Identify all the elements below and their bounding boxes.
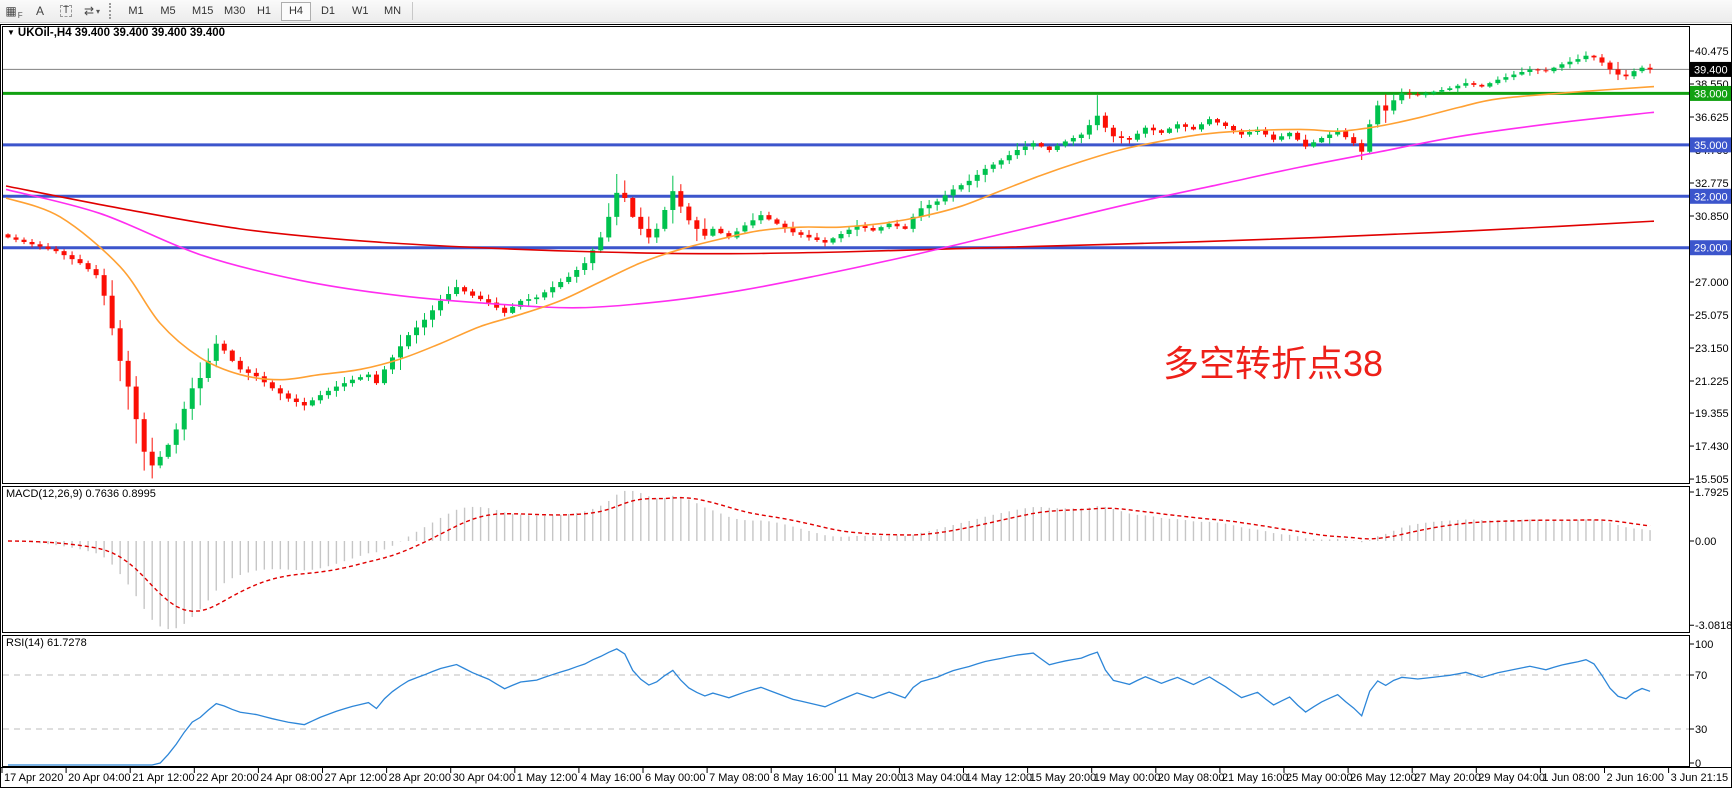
- svg-text:2 Jun 16:00: 2 Jun 16:00: [1607, 772, 1665, 784]
- timeframe-d1-button[interactable]: D1: [313, 2, 343, 21]
- insert-text-button[interactable]: A: [28, 2, 52, 21]
- drawing-tools-button[interactable]: ⇄ ▾: [80, 2, 104, 21]
- svg-text:40.475: 40.475: [1695, 46, 1729, 58]
- text-label-button[interactable]: T: [54, 2, 78, 21]
- svg-text:30.850: 30.850: [1695, 211, 1729, 223]
- svg-text:25.075: 25.075: [1695, 310, 1729, 322]
- svg-text:35.000: 35.000: [1694, 140, 1728, 152]
- svg-text:38.000: 38.000: [1694, 88, 1728, 100]
- svg-text:20 May 08:00: 20 May 08:00: [1158, 772, 1225, 784]
- dropdown-caret-icon: ▾: [96, 6, 101, 16]
- svg-text:1 May 12:00: 1 May 12:00: [517, 772, 578, 784]
- svg-text:1 Jun 08:00: 1 Jun 08:00: [1542, 772, 1600, 784]
- svg-text:1.7925: 1.7925: [1695, 487, 1729, 499]
- svg-text:27 Apr 12:00: 27 Apr 12:00: [325, 772, 387, 784]
- timeframe-m30-button[interactable]: M30: [217, 2, 247, 21]
- svg-text:28 Apr 20:00: 28 Apr 20:00: [389, 772, 451, 784]
- svg-text:8 May 16:00: 8 May 16:00: [773, 772, 834, 784]
- svg-text:19.355: 19.355: [1695, 408, 1729, 420]
- chart-title: ▼ UKOil-,H4 39.400 39.400 39.400 39.400: [7, 27, 225, 39]
- chart-window-button[interactable]: ▦ F: [2, 2, 26, 21]
- svg-text:36.625: 36.625: [1695, 112, 1729, 124]
- svg-text:24 Apr 08:00: 24 Apr 08:00: [260, 772, 322, 784]
- chart-title-symbol: UKOil-,H4: [17, 27, 72, 39]
- svg-text:4 May 16:00: 4 May 16:00: [581, 772, 642, 784]
- svg-text:32.775: 32.775: [1695, 178, 1729, 190]
- svg-text:20 Apr 04:00: 20 Apr 04:00: [68, 772, 130, 784]
- timeframe-m5-button[interactable]: M5: [153, 2, 183, 21]
- chart-title-quotes: 39.400 39.400 39.400 39.400: [74, 27, 226, 39]
- cycle-arrows-icon: ⇄: [83, 4, 95, 18]
- svg-text:30 Apr 04:00: 30 Apr 04:00: [453, 772, 515, 784]
- svg-text:32.000: 32.000: [1694, 191, 1728, 203]
- svg-text:15.505: 15.505: [1695, 474, 1729, 486]
- svg-text:0.00: 0.00: [1695, 536, 1716, 548]
- chart-window-icon-sub: F: [17, 10, 23, 20]
- text-annotation-icon: A: [35, 4, 44, 18]
- timeframe-m1-button[interactable]: M1: [121, 2, 151, 21]
- svg-text:0: 0: [1695, 758, 1701, 770]
- rsi-indicator-label: RSI(14) 61.7278: [6, 637, 87, 649]
- timeframe-w1-button[interactable]: W1: [345, 2, 375, 21]
- text-label-icon: T: [59, 5, 73, 17]
- svg-text:15 May 20:00: 15 May 20:00: [1030, 772, 1097, 784]
- svg-text:21 Apr 12:00: 21 Apr 12:00: [132, 772, 194, 784]
- svg-text:3 Jun 21:15: 3 Jun 21:15: [1671, 772, 1729, 784]
- svg-text:25 May 00:00: 25 May 00:00: [1286, 772, 1353, 784]
- toolbar-separator: [412, 2, 413, 20]
- svg-text:6 May 00:00: 6 May 00:00: [645, 772, 706, 784]
- svg-text:19 May 00:00: 19 May 00:00: [1094, 772, 1161, 784]
- svg-text:29 May 04:00: 29 May 04:00: [1478, 772, 1545, 784]
- svg-text:21 May 16:00: 21 May 16:00: [1222, 772, 1289, 784]
- svg-text:100: 100: [1695, 639, 1713, 651]
- macd-indicator-label: MACD(12,26,9) 0.7636 0.8995: [6, 488, 156, 500]
- svg-text:27 May 20:00: 27 May 20:00: [1414, 772, 1481, 784]
- svg-text:26 May 12:00: 26 May 12:00: [1350, 772, 1417, 784]
- collapse-triangle-icon[interactable]: ▼: [7, 28, 15, 37]
- svg-text:30: 30: [1695, 724, 1707, 736]
- svg-text:17.430: 17.430: [1695, 441, 1729, 453]
- svg-text:21.225: 21.225: [1695, 376, 1729, 388]
- svg-text:27.000: 27.000: [1695, 277, 1729, 289]
- timeframe-mn-button[interactable]: MN: [377, 2, 407, 21]
- main-toolbar: ▦ F A T ⇄ ▾ M1 M5 M15 M30 H1 H4 D1 W1 MN: [0, 0, 1732, 23]
- svg-text:11 May 20:00: 11 May 20:00: [837, 772, 903, 784]
- rsi-value: 61.7278: [46, 637, 87, 649]
- svg-text:39.400: 39.400: [1694, 64, 1728, 76]
- svg-text:70: 70: [1695, 670, 1707, 682]
- timeframe-h4-button[interactable]: H4: [281, 1, 311, 21]
- svg-text:23.150: 23.150: [1695, 343, 1729, 355]
- timeframe-m15-button[interactable]: M15: [185, 2, 215, 21]
- svg-text:29.000: 29.000: [1694, 243, 1728, 255]
- svg-text:14 May 12:00: 14 May 12:00: [966, 772, 1033, 784]
- timeframe-h1-button[interactable]: H1: [249, 2, 279, 21]
- svg-text:-3.0818: -3.0818: [1695, 620, 1732, 632]
- svg-text:17 Apr 2020: 17 Apr 2020: [4, 772, 63, 784]
- svg-text:7 May 08:00: 7 May 08:00: [709, 772, 770, 784]
- chart-window-icon: ▦: [5, 4, 17, 18]
- chart-text-annotation: 多空转折点38: [1163, 343, 1384, 384]
- svg-text:13 May 04:00: 13 May 04:00: [901, 772, 968, 784]
- macd-values: 0.7636 0.8995: [85, 488, 156, 500]
- toolbar-drag-handle[interactable]: [109, 3, 116, 19]
- svg-text:22 Apr 20:00: 22 Apr 20:00: [196, 772, 258, 784]
